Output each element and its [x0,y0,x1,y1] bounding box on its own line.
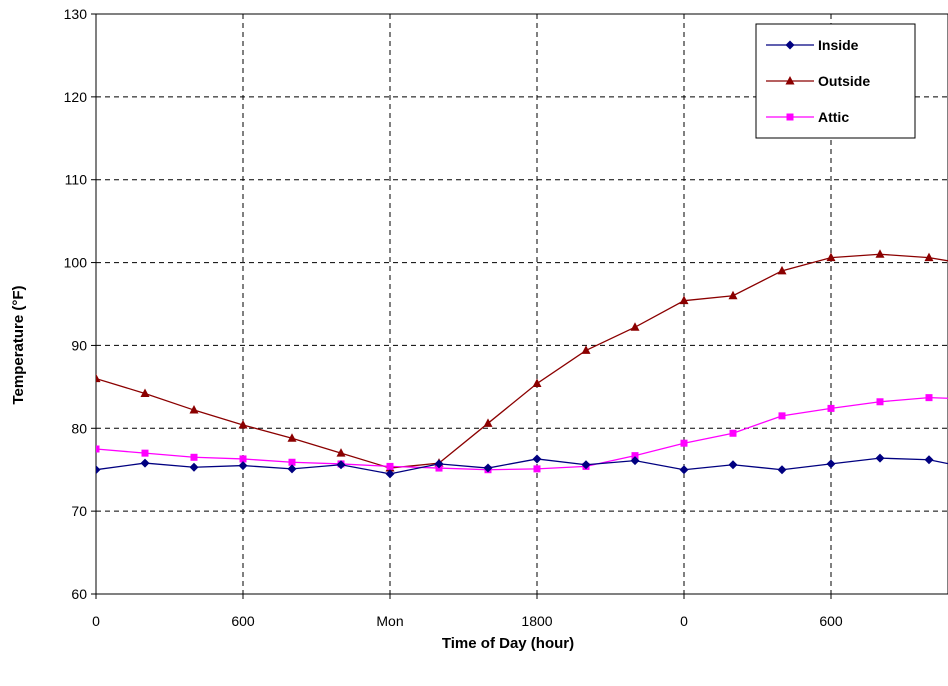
data-point-outside [728,290,738,300]
data-point-inside [287,464,297,474]
x-tick-label: 0 [92,613,100,629]
legend-item-outside: Outside [766,73,870,89]
data-point-inside [140,458,150,468]
data-point-inside [630,456,640,466]
legend-label: Attic [818,109,849,125]
data-point-attic [631,452,639,460]
y-tick-label: 70 [71,503,87,519]
data-point-outside [140,388,150,397]
data-point-attic [141,449,149,457]
data-point-attic [925,394,933,402]
data-point-outside [96,373,101,383]
data-point-inside [875,453,885,463]
data-point-inside [96,465,101,475]
data-point-inside [238,461,248,471]
legend: Inside Outside Attic [755,23,916,139]
data-point-inside [728,460,738,470]
legend-item-inside: Inside [766,37,859,53]
data-point-outside [581,345,591,354]
legend-item-attic: Attic [766,109,849,125]
data-point-outside [630,322,640,331]
data-point-outside [483,418,493,427]
data-point-attic [533,465,541,473]
x-tick-label: 0 [680,613,688,629]
axis-ticks: 607080901001101201300600Mon18000600Tue18… [64,6,843,629]
plot-area [95,13,948,595]
data-point-outside [336,448,346,457]
data-point-outside [679,295,689,305]
y-axis-title: Temperature (°F) [10,285,27,404]
x-tick-label: 600 [231,613,255,629]
data-point-attic [778,412,786,420]
data-point-inside [532,454,542,464]
y-tick-label: 120 [64,89,88,105]
legend-swatch-marker [785,40,795,50]
data-point-attic [190,453,198,461]
data-point-inside [679,465,689,475]
x-axis-title: Time of Day (hour) [442,635,574,652]
data-point-attic [827,404,835,412]
data-point-attic [386,462,394,470]
data-point-inside [483,463,493,473]
series-layer [96,249,948,479]
data-point-inside [189,462,199,472]
data-point-attic [288,458,296,466]
legend-swatch-marker [785,76,795,85]
y-tick-label: 60 [71,586,87,602]
data-point-inside [581,460,591,470]
data-point-outside [826,252,836,262]
legend-label: Outside [818,73,870,89]
y-tick-label: 80 [71,420,87,436]
data-point-outside [924,252,934,262]
data-point-attic [680,439,688,447]
data-point-inside [924,455,934,465]
data-point-inside [434,459,444,469]
data-point-attic [729,429,737,437]
x-tick-label: 1800 [521,613,552,629]
data-point-outside [287,433,297,442]
data-point-outside [777,265,787,275]
data-point-inside [826,459,836,469]
data-point-attic [876,398,884,406]
x-tick-label: 600 [819,613,843,629]
y-tick-label: 90 [71,337,87,353]
data-point-inside [385,469,395,479]
data-point-outside [875,249,885,258]
series-line-inside [96,457,948,475]
series-line-outside [96,253,948,469]
data-point-outside [189,405,199,414]
data-point-outside [532,378,542,388]
series-line-attic [96,396,948,471]
data-point-attic [96,445,100,453]
series-attic [96,394,948,474]
y-tick-label: 130 [64,6,88,22]
data-point-outside [238,419,248,429]
y-tick-label: 110 [65,172,88,188]
series-inside [96,453,948,479]
data-point-inside [777,465,787,475]
series-outside [96,249,948,472]
x-tick-label: Mon [376,613,403,629]
y-tick-label: 100 [64,255,88,271]
legend-label: Inside [818,37,859,53]
data-point-attic [239,455,247,463]
data-point-inside [336,460,346,470]
legend-swatch-marker [786,113,794,121]
